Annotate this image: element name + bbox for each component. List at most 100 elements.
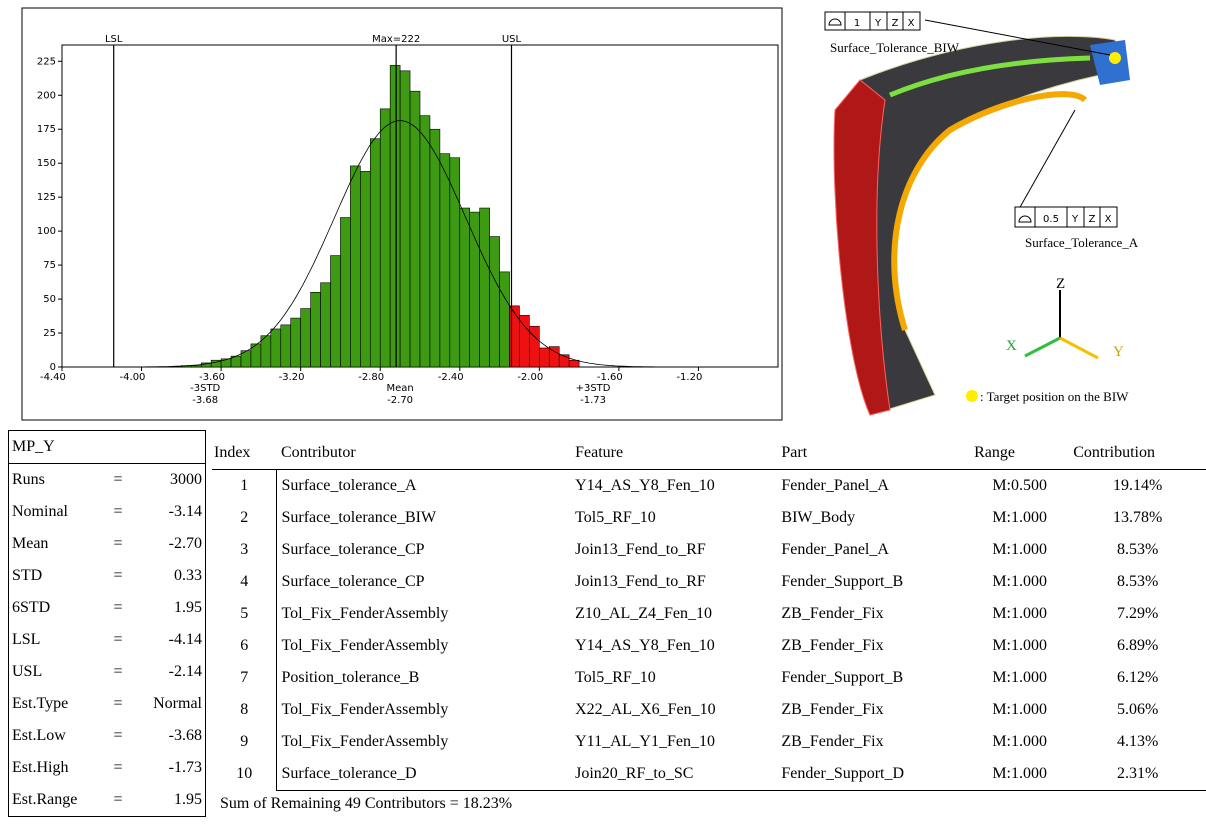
stats-cell: Est.Type <box>9 688 106 720</box>
contrib-cell: M:1.000 <box>970 726 1069 758</box>
bar <box>281 325 291 367</box>
bar <box>340 218 350 367</box>
contrib-cell: M:1.000 <box>970 566 1069 598</box>
marker-value: -2.70 <box>387 395 413 406</box>
contrib-cell: Surface_tolerance_D <box>277 758 571 791</box>
y-tick-label: 200 <box>37 90 56 101</box>
contrib-cell: Join13_Fend_to_RF <box>571 534 777 566</box>
page: 0255075100125150175200225-4.40-4.00-3.60… <box>0 0 1206 837</box>
contrib-cell: Tol_Fix_FenderAssembly <box>277 630 571 662</box>
contrib-cell: Tol5_RF_10 <box>571 662 777 694</box>
stats-cell: 0.33 <box>131 560 205 592</box>
stats-cell: = <box>105 784 131 817</box>
header-cell: Range <box>970 437 1069 470</box>
stats-cell: -2.70 <box>131 528 205 560</box>
x-tick-label: -1.20 <box>676 372 702 383</box>
spec-label: USL <box>502 34 522 45</box>
bar <box>191 366 201 367</box>
contrib-header: IndexContributorFeaturePartRangeContribu… <box>212 437 1206 470</box>
bar <box>450 158 460 367</box>
bar <box>430 129 440 367</box>
contrib-cell: 13.78% <box>1069 502 1206 534</box>
y-tick-label: 25 <box>43 328 56 339</box>
contrib-cell: 8.53% <box>1069 534 1206 566</box>
axis-label: Y <box>1113 344 1124 360</box>
x-tick-label: -4.40 <box>40 372 66 383</box>
stats-cell: = <box>105 496 131 528</box>
stats-cell: -4.14 <box>131 624 205 656</box>
contributors-table: IndexContributorFeaturePartRangeContribu… <box>212 437 1206 791</box>
contrib-cell: 5 <box>212 598 277 630</box>
header-cell: Contributor <box>277 437 571 470</box>
y-tick-label: 50 <box>43 294 56 305</box>
bar <box>221 359 231 367</box>
stats-title: MP_Y <box>9 431 206 464</box>
bar <box>539 348 549 367</box>
bar <box>390 65 400 367</box>
contrib-cell: Join13_Fend_to_RF <box>571 566 777 598</box>
stats-cell: Mean <box>9 528 106 560</box>
bar <box>331 256 341 367</box>
bar <box>410 91 420 367</box>
stats-cell: USL <box>9 656 106 688</box>
stats-cell: 6STD <box>9 592 106 624</box>
axis-label: Z <box>1056 276 1065 292</box>
histogram: 0255075100125150175200225-4.40-4.00-3.60… <box>37 34 778 406</box>
bar <box>400 71 410 367</box>
contrib-cell: Fender_Panel_A <box>777 470 970 503</box>
contrib-row: 2Surface_tolerance_BIWTol5_RF_10BIW_Body… <box>212 502 1206 534</box>
y-tick-label: 125 <box>37 192 56 203</box>
contrib-cell: Join20_RF_to_SC <box>571 758 777 791</box>
y-tick-label: 75 <box>43 260 56 271</box>
y-tick-label: 100 <box>37 226 56 237</box>
contrib-cell: 5.06% <box>1069 694 1206 726</box>
contrib-cell: Y14_AS_Y8_Fen_10 <box>571 470 777 503</box>
contrib-row: 4Surface_tolerance_CPJoin13_Fend_to_RFFe… <box>212 566 1206 598</box>
bar <box>271 329 281 367</box>
contrib-cell: M:1.000 <box>970 502 1069 534</box>
stats-row: Nominal=-3.14 <box>9 496 206 528</box>
legend-text: : Target position on the BIW <box>980 389 1129 404</box>
stats-cell: -1.73 <box>131 752 205 784</box>
contrib-cell: M:1.000 <box>970 758 1069 791</box>
contrib-cell: 2 <box>212 502 277 534</box>
contrib-cell: Tol_Fix_FenderAssembly <box>277 598 571 630</box>
fcf-datum: X <box>908 18 915 29</box>
contrib-cell: BIW_Body <box>777 502 970 534</box>
bar <box>440 154 450 367</box>
bar <box>311 292 321 367</box>
bar <box>569 360 579 367</box>
bar <box>559 355 569 367</box>
contrib-cell: 9 <box>212 726 277 758</box>
contrib-cell: Tol_Fix_FenderAssembly <box>277 726 571 758</box>
stats-row: STD=0.33 <box>9 560 206 592</box>
contrib-cell: 7.29% <box>1069 598 1206 630</box>
contrib-cell: ZB_Fender_Fix <box>777 726 970 758</box>
contrib-cell: 8 <box>212 694 277 726</box>
stats-row: Est.Range=1.95 <box>9 784 206 817</box>
contrib-cell: Fender_Support_D <box>777 758 970 791</box>
marker-name: Mean <box>386 383 413 394</box>
fcf-label: Surface_Tolerance_BIW <box>830 40 960 55</box>
contrib-cell: 6.12% <box>1069 662 1206 694</box>
x-tick-label: -3.20 <box>279 372 305 383</box>
bar <box>529 326 539 367</box>
contrib-cell: Y14_AS_Y8_Fen_10 <box>571 630 777 662</box>
stats-cell: = <box>105 624 131 656</box>
bar <box>360 171 370 367</box>
contrib-cell: Y11_AL_Y1_Fen_10 <box>571 726 777 758</box>
stats-row: Est.Low=-3.68 <box>9 720 206 752</box>
contrib-cell: Tol_Fix_FenderAssembly <box>277 694 571 726</box>
contrib-cell: 8.53% <box>1069 566 1206 598</box>
contrib-cell: Z10_AL_Z4_Fen_10 <box>571 598 777 630</box>
fcf-datum: Z <box>892 18 899 29</box>
stats-cell: STD <box>9 560 106 592</box>
stats-cell: = <box>105 688 131 720</box>
bar <box>321 283 331 367</box>
